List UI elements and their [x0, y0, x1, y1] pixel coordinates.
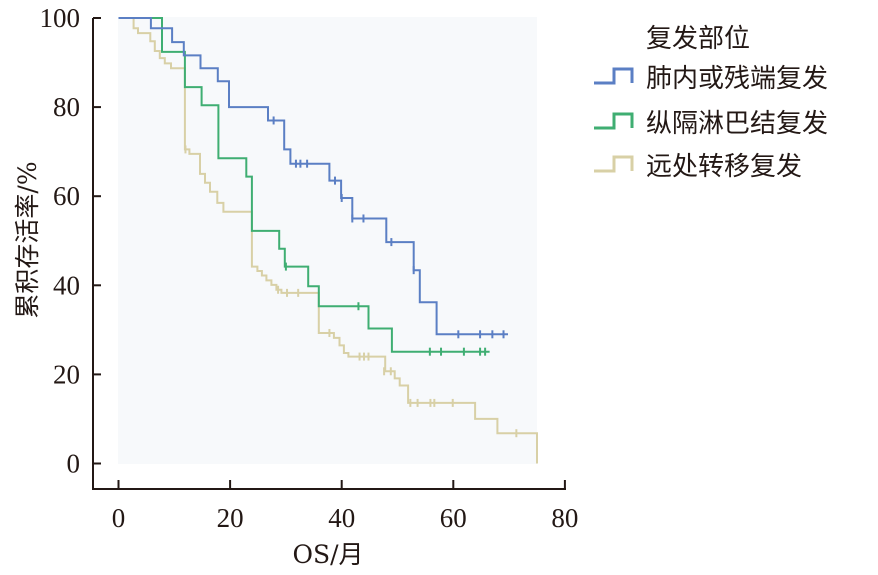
- survival-curves: [118, 17, 538, 464]
- legend-step-icon-tan: [594, 155, 634, 173]
- km-curve: [118, 17, 538, 464]
- x-tick-label: 20: [217, 503, 244, 533]
- legend-item-lung: 肺内或残端复发: [592, 58, 828, 94]
- legend-item-mediastinal: 纵隔淋巴结复发: [592, 103, 828, 139]
- y-tick-label: 100: [40, 3, 81, 33]
- y-axis-ticks: 0 20 40 60 80 100: [40, 3, 101, 479]
- y-tick-label: 60: [53, 181, 80, 211]
- x-tick-label: 80: [551, 503, 578, 533]
- legend-title: 复发部位: [646, 24, 751, 54]
- x-axis-title: OS/月: [292, 540, 363, 569]
- legend-item-distant: 远处转移复发: [592, 146, 802, 182]
- x-tick-label: 0: [112, 503, 126, 533]
- km-curve: [118, 17, 508, 336]
- legend-label: 远处转移复发: [646, 151, 803, 182]
- series-0: [118, 17, 508, 339]
- y-tick-label: 20: [53, 359, 80, 389]
- series-1: [118, 17, 490, 356]
- y-tick-label: 80: [53, 92, 80, 122]
- legend-step-icon-green: [594, 112, 634, 130]
- x-axis-ticks: 0 20 40 60 80: [112, 480, 578, 533]
- legend-label: 肺内或残端复发: [646, 63, 829, 94]
- plot-background: [118, 17, 537, 464]
- x-tick-label: 40: [328, 503, 355, 533]
- series-2: [118, 17, 538, 464]
- y-tick-label: 40: [53, 270, 80, 300]
- km-curve: [118, 17, 490, 353]
- legend-step-icon-blue: [594, 67, 634, 85]
- y-tick-label: 0: [67, 449, 81, 479]
- y-axis-title: 累积存活率/%: [13, 161, 42, 318]
- legend-label: 纵隔淋巴结复发: [646, 108, 829, 139]
- x-tick-label: 60: [440, 503, 467, 533]
